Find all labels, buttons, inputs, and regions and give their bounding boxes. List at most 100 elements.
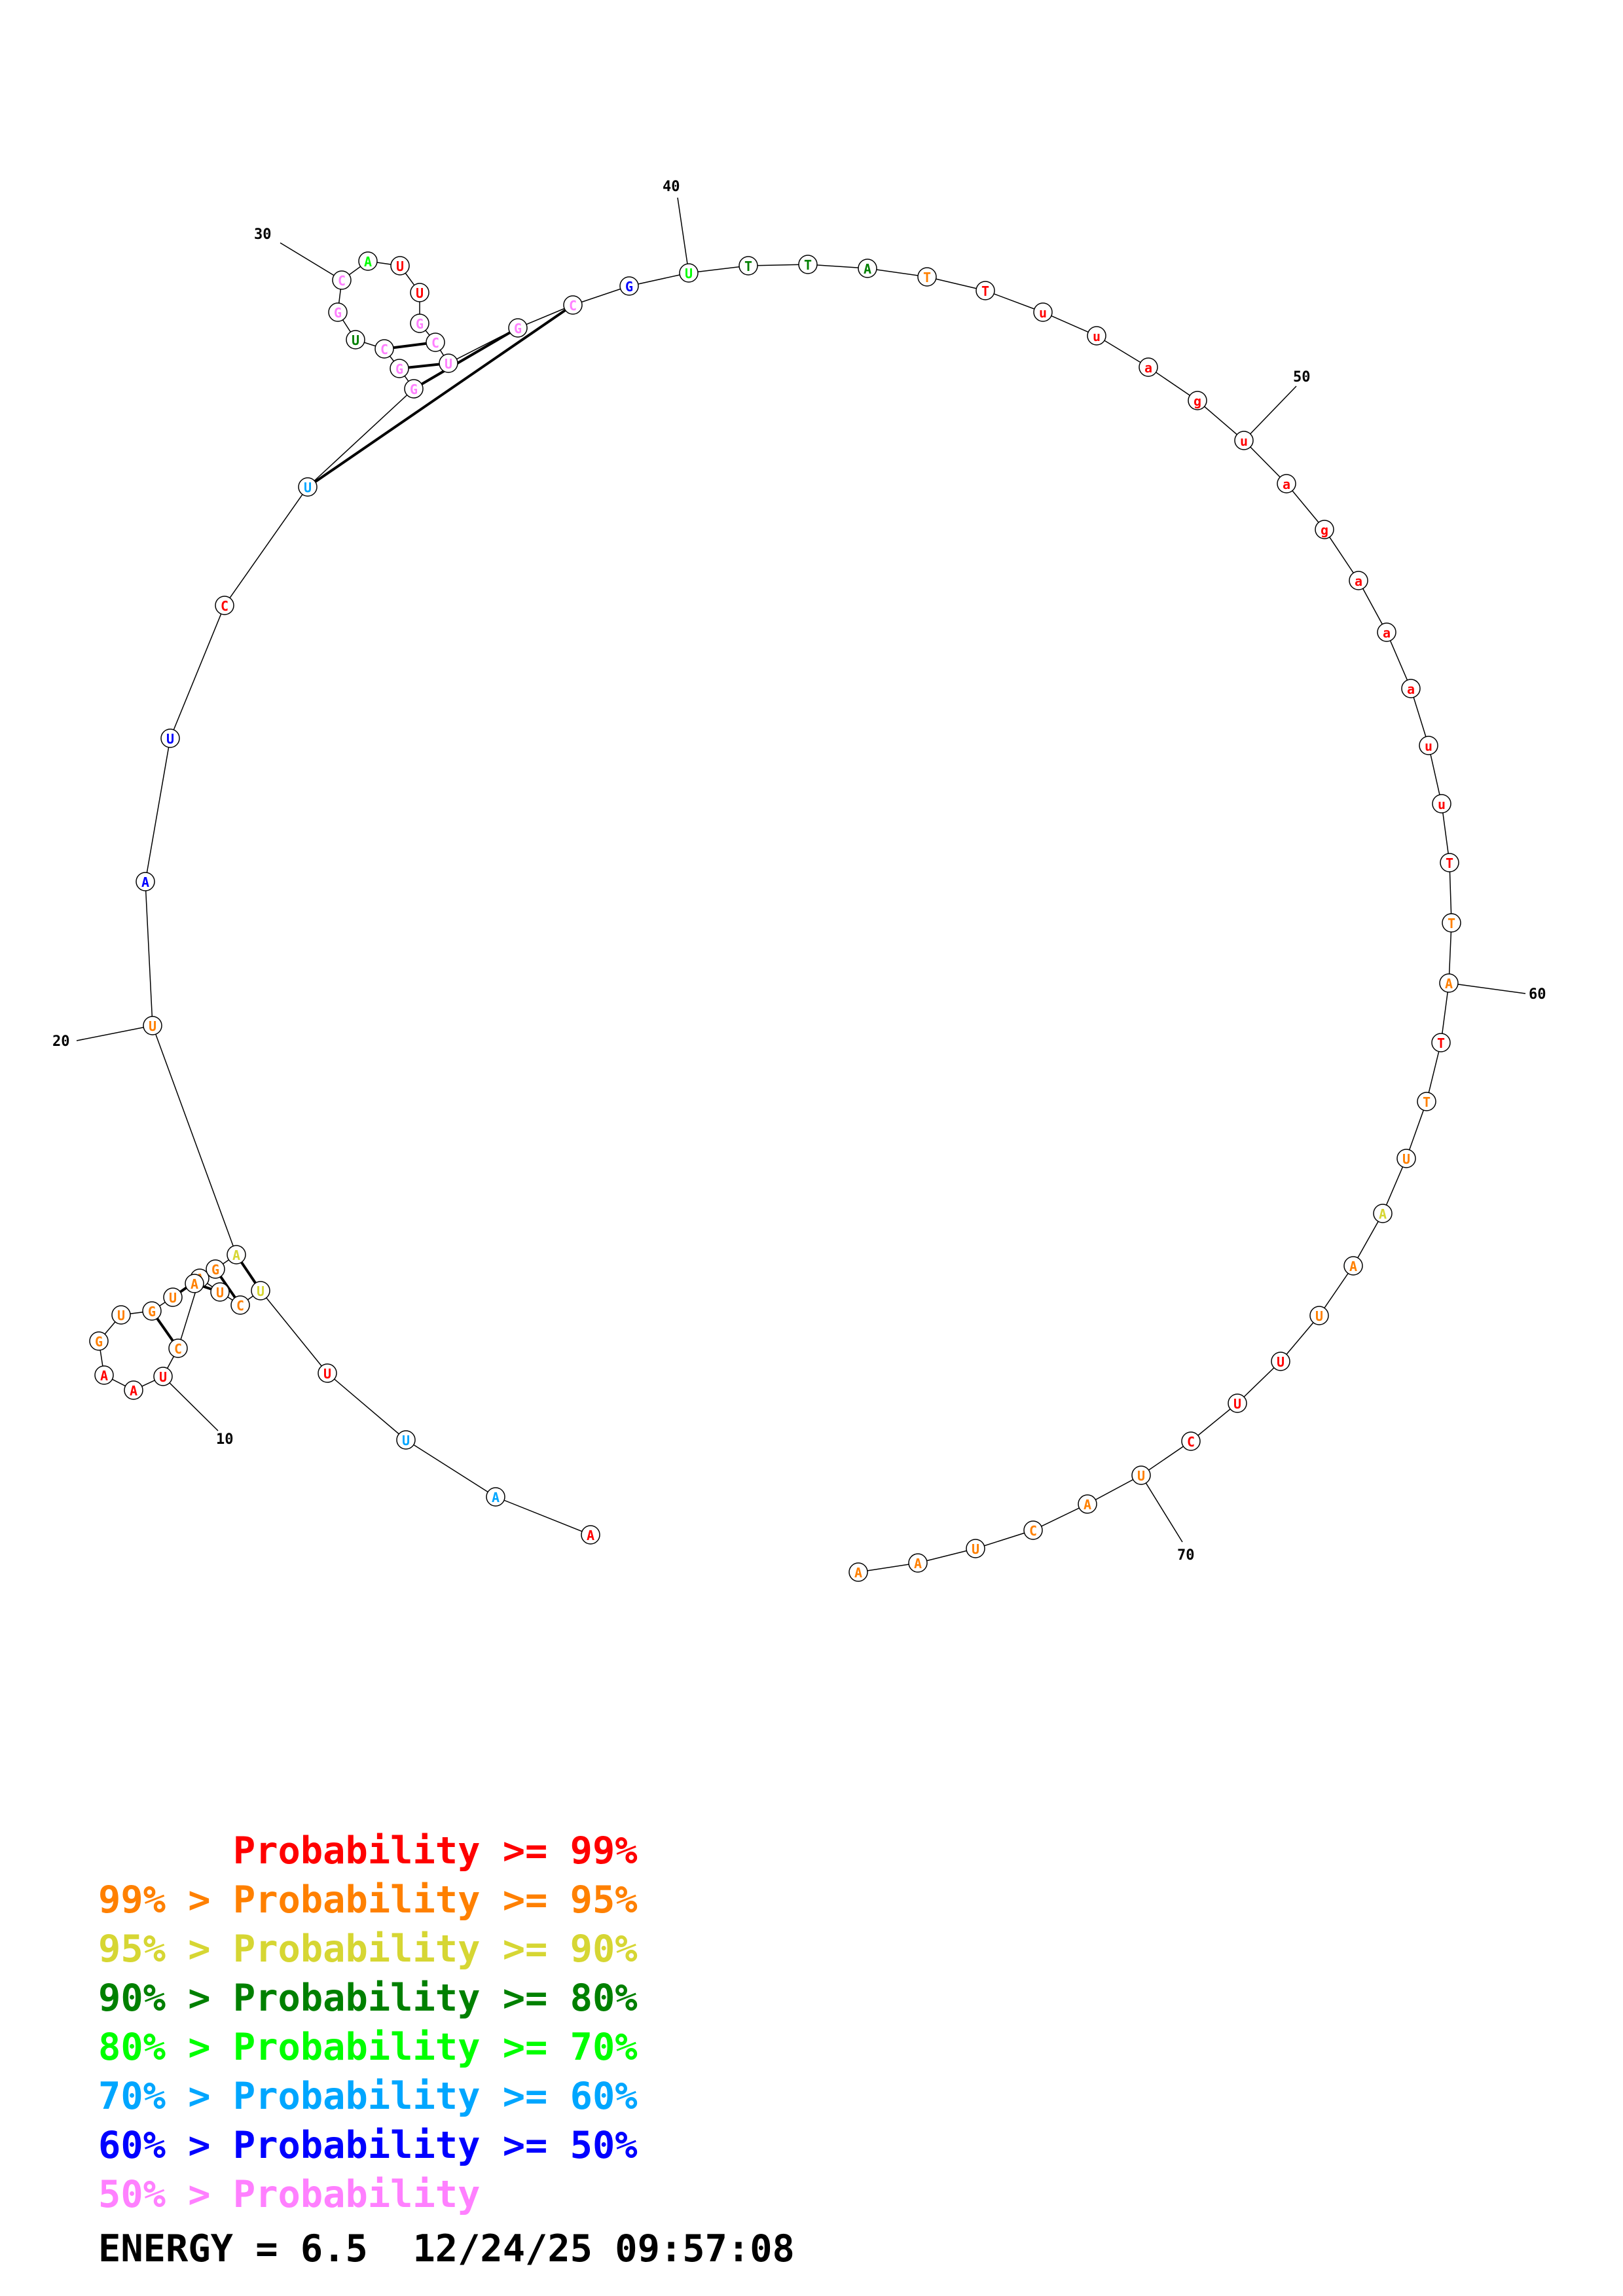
nucleotide-circle: [1315, 520, 1334, 539]
nucleotide-letter: T: [1423, 1094, 1431, 1110]
nucleotide-letter: a: [1383, 625, 1391, 641]
nucleotide-letter: g: [1194, 393, 1201, 409]
nucleotide-circle: [358, 251, 378, 271]
nucleotide: U: [160, 728, 180, 748]
nucleotide-letter: U: [169, 1290, 177, 1306]
nucleotide: U: [390, 256, 410, 276]
nucleotide: T: [917, 267, 937, 287]
nucleotide-circle: [396, 1430, 416, 1450]
nucleotide-letter: G: [395, 361, 403, 377]
nucleotide-circle: [1271, 1352, 1290, 1371]
nucleotide: g: [1315, 520, 1334, 539]
nucleotide-letter: A: [914, 1556, 922, 1571]
nucleotide-letter: u: [1093, 329, 1101, 344]
nucleotide-circle: [1139, 357, 1158, 377]
legend-row: 99% > Probability >= 95%: [98, 1882, 638, 1919]
nucleotide-circle: [1033, 302, 1053, 322]
legend-prefix: 70% >: [98, 2075, 233, 2118]
legend-text: Probability >= 95%: [232, 1878, 638, 1922]
nucleotide-circle: [1377, 622, 1396, 642]
nucleotide-letter: U: [117, 1308, 125, 1323]
nucleotide-letter: U: [257, 1283, 264, 1299]
nucleotide-letter: A: [141, 874, 149, 890]
nucleotide: U: [1131, 1465, 1151, 1485]
nucleotide-circle: [1277, 474, 1296, 493]
nucleotide: T: [798, 255, 818, 274]
nucleotide: G: [206, 1259, 225, 1279]
position-tick: [162, 1376, 219, 1431]
nucleotide-circle: [1131, 1465, 1151, 1485]
position-label: 30: [254, 226, 272, 243]
nucleotide-circle: [346, 330, 365, 350]
position-label: 40: [663, 179, 680, 195]
nucleotide-circle: [908, 1553, 928, 1573]
nucleotide-letter: U: [304, 480, 312, 495]
nucleotide: A: [1373, 1204, 1393, 1223]
nucleotide: a: [1139, 357, 1158, 377]
legend-row: 60% > Probability >= 50%: [98, 2127, 638, 2164]
nucleotide: G: [390, 359, 409, 378]
nucleotide-letter: U: [396, 259, 404, 274]
nucleotide-circle: [1442, 913, 1461, 933]
legend-text: Probability >= 99%: [232, 1829, 638, 1873]
nucleotide: G: [404, 379, 424, 399]
nucleotide-circle: [163, 1287, 183, 1307]
nucleotide-circle: [206, 1259, 225, 1279]
nucleotide-letter: A: [587, 1528, 594, 1543]
nucleotide-letter: U: [1277, 1354, 1285, 1370]
nucleotide-letter: u: [1438, 797, 1446, 812]
legend-row: 80% > Probability >= 70%: [98, 2029, 638, 2066]
nucleotide-letter: G: [95, 1334, 103, 1350]
nucleotide-letter: U: [1233, 1396, 1241, 1412]
nucleotide: a: [1349, 571, 1368, 590]
legend-text: Probability >= 70%: [232, 2026, 638, 2069]
nucleotide: U: [439, 353, 458, 373]
nucleotide-circle: [410, 283, 429, 302]
nucleotide-circle: [1078, 1494, 1097, 1514]
nucleotide-letter: G: [211, 1262, 219, 1278]
nucleotide-circle: [1343, 1256, 1363, 1276]
nucleotide-letter: A: [1349, 1259, 1357, 1274]
base-pair-line: [412, 327, 519, 390]
nucleotide-circle: [798, 255, 818, 274]
legend-text: Probability >= 80%: [232, 1977, 638, 2020]
nucleotide-letter: T: [923, 270, 931, 285]
nucleotide-circle: [1419, 736, 1438, 755]
legend-prefix: 90% >: [98, 1977, 233, 2020]
nucleotide: G: [142, 1301, 162, 1321]
nucleotide: U: [966, 1539, 985, 1558]
nucleotide: u: [1033, 302, 1053, 322]
nucleotide-circle: [976, 281, 995, 300]
nucleotide-circle: [318, 1363, 337, 1383]
legend-row: Probability >= 99%: [98, 1833, 638, 1870]
nucleotide: U: [346, 330, 365, 350]
nucleotide-letter: G: [334, 305, 342, 321]
nucleotide-circle: [486, 1487, 505, 1507]
nucleotide-letter: A: [854, 1565, 862, 1581]
nucleotide-circle: [124, 1380, 143, 1400]
nucleotide-letter: u: [1240, 433, 1248, 449]
nucleotide: a: [1401, 679, 1421, 698]
nucleotide-letter: g: [1321, 522, 1328, 538]
nucleotide-circle: [1401, 679, 1421, 698]
nucleotide: U: [210, 1282, 230, 1302]
nucleotide-letter: U: [352, 332, 359, 348]
nucleotide-circle: [1440, 853, 1459, 872]
legend-row: 50% > Probability: [98, 2176, 480, 2214]
nucleotide: U: [318, 1363, 337, 1383]
nucleotide-circle: [848, 1562, 868, 1582]
nucleotide-letter: U: [323, 1366, 331, 1382]
nucleotide-circle: [581, 1525, 600, 1545]
nucleotide-circle: [1349, 571, 1368, 590]
nucleotide-letter: G: [148, 1304, 156, 1319]
nucleotide-circle: [739, 256, 758, 276]
nucleotide-letter: C: [174, 1341, 182, 1357]
position-label: 70: [1177, 1547, 1195, 1564]
nucleotide: U: [1309, 1306, 1329, 1325]
nucleotide-letter: a: [1407, 681, 1415, 697]
nucleotide: T: [739, 256, 758, 276]
nucleotide-letter: C: [1187, 1434, 1195, 1450]
nucleotide-letter: C: [569, 298, 577, 314]
legend-text: Probability >= 50%: [232, 2124, 638, 2167]
nucleotide-circle: [153, 1367, 173, 1386]
